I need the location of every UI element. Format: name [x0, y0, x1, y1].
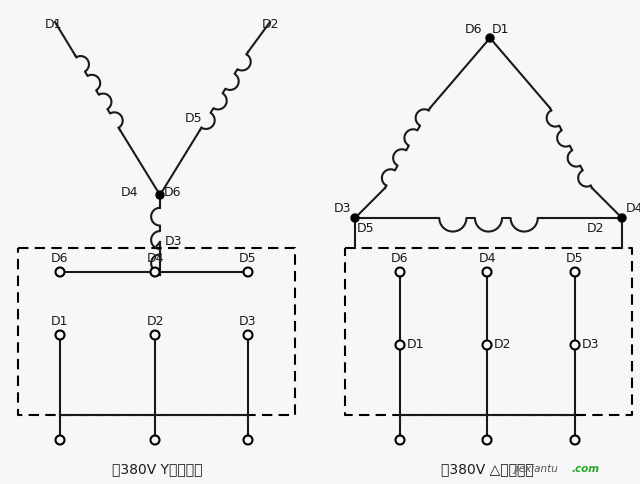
Circle shape — [483, 268, 492, 276]
Circle shape — [150, 268, 159, 276]
Text: D5: D5 — [239, 252, 257, 265]
Text: D1: D1 — [45, 18, 63, 31]
Text: D2: D2 — [262, 18, 280, 31]
Circle shape — [150, 331, 159, 339]
Circle shape — [156, 191, 164, 199]
Circle shape — [56, 268, 65, 276]
Text: jiexiantu: jiexiantu — [513, 464, 558, 474]
Text: D5: D5 — [357, 222, 374, 235]
Text: D6: D6 — [465, 23, 482, 36]
Circle shape — [570, 436, 579, 444]
Circle shape — [396, 268, 404, 276]
Circle shape — [243, 436, 253, 444]
Text: D6: D6 — [164, 186, 182, 199]
Text: D3: D3 — [239, 315, 257, 328]
Text: D2: D2 — [494, 338, 511, 351]
Circle shape — [570, 341, 579, 349]
Circle shape — [56, 436, 65, 444]
Text: D1: D1 — [407, 338, 424, 351]
Circle shape — [483, 436, 492, 444]
Text: ～380V Y形接线法: ～380V Y形接线法 — [112, 462, 202, 476]
Text: D3: D3 — [582, 338, 600, 351]
Text: ～380V △形接线法: ～380V △形接线法 — [440, 462, 533, 476]
Text: D5: D5 — [185, 111, 203, 124]
Text: D4: D4 — [147, 252, 164, 265]
Text: D3: D3 — [333, 202, 351, 215]
Circle shape — [483, 341, 492, 349]
Circle shape — [56, 331, 65, 339]
Text: D4: D4 — [626, 202, 640, 215]
Circle shape — [618, 214, 626, 222]
Text: D2: D2 — [147, 315, 164, 328]
Circle shape — [243, 331, 253, 339]
Text: D6: D6 — [51, 252, 68, 265]
Circle shape — [396, 341, 404, 349]
Circle shape — [570, 268, 579, 276]
Circle shape — [351, 214, 359, 222]
Text: D5: D5 — [566, 252, 584, 265]
Text: D4: D4 — [120, 186, 138, 199]
Text: D1: D1 — [492, 23, 509, 36]
Text: D2: D2 — [587, 222, 605, 235]
Circle shape — [396, 436, 404, 444]
Circle shape — [243, 268, 253, 276]
Text: D3: D3 — [165, 235, 182, 248]
Text: D4: D4 — [478, 252, 496, 265]
Text: D1: D1 — [51, 315, 68, 328]
Circle shape — [486, 34, 494, 42]
Text: D6: D6 — [391, 252, 409, 265]
Circle shape — [150, 436, 159, 444]
Text: .com: .com — [572, 464, 600, 474]
